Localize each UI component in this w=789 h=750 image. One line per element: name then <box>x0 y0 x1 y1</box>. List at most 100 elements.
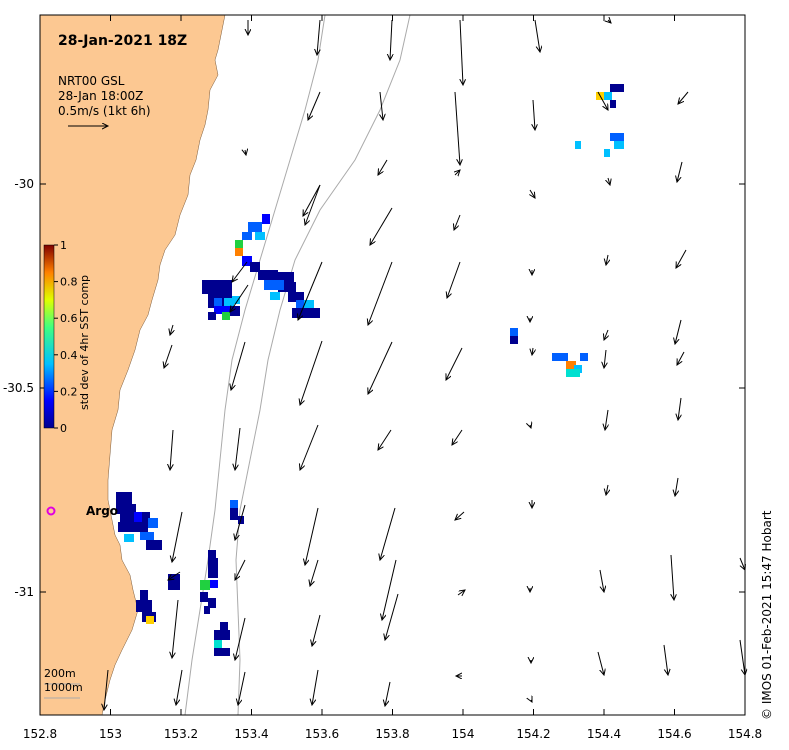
current-arrow <box>300 340 323 405</box>
current-arrow <box>675 477 678 496</box>
sst-pixel <box>208 550 216 558</box>
current-arrow <box>446 347 463 380</box>
colorbar-ticks: 0 0.2 0.4 0.6 0.8 1 <box>54 239 78 435</box>
sst-pixel <box>242 256 252 266</box>
sst-pixel <box>214 630 230 640</box>
current-arrow <box>238 671 246 705</box>
bathy-label-1000: 1000m <box>44 681 83 694</box>
current-arrow <box>172 599 179 658</box>
current-arrow <box>380 507 396 560</box>
sst-pixel <box>270 292 280 300</box>
current-arrow <box>604 329 608 340</box>
sst-pixel <box>146 616 154 624</box>
current-arrow <box>455 511 465 520</box>
sst-pixel <box>264 280 284 290</box>
sst-pixel <box>116 504 136 514</box>
sst-pixel <box>510 336 518 344</box>
current-arrow <box>170 324 173 335</box>
sst-pixel <box>566 369 580 377</box>
current-arrow <box>230 284 249 312</box>
current-arrow <box>312 669 319 705</box>
sst-pixel <box>202 280 232 294</box>
bathy-label-200: 200m <box>44 667 76 680</box>
sst-pixel <box>230 500 238 508</box>
sst-pixel <box>208 598 216 608</box>
sst-pixel <box>235 240 243 248</box>
sst-pixel <box>604 149 610 157</box>
sst-pixel <box>214 298 222 306</box>
current-arrow <box>104 669 109 710</box>
sst-pixel <box>270 272 294 282</box>
current-arrow <box>303 184 321 216</box>
current-arrow <box>235 559 246 580</box>
sst-pixel <box>224 298 234 306</box>
current-arrow <box>606 484 608 495</box>
sst-pixel <box>292 308 320 318</box>
sst-pixel <box>614 141 624 149</box>
legend-line: NRT00 GSL <box>58 74 125 88</box>
current-arrow <box>172 511 183 562</box>
current-arrow <box>385 593 399 640</box>
sst-pixel <box>552 353 568 361</box>
y-tick-label: -31 <box>14 585 34 599</box>
x-tick-label: 154.2 <box>516 727 550 741</box>
sst-pixel <box>146 540 162 550</box>
argo-marker <box>46 506 56 516</box>
sst-pixel <box>610 133 624 141</box>
current-arrow <box>168 571 181 580</box>
current-arrow <box>604 349 606 368</box>
sst-pixel <box>278 282 296 292</box>
current-arrow <box>380 91 383 120</box>
current-arrow <box>533 99 535 130</box>
current-arrow <box>305 184 321 225</box>
sst-pixel <box>148 518 158 528</box>
current-arrow <box>385 681 391 706</box>
current-arrow <box>454 214 461 230</box>
sst-pixel <box>258 270 278 280</box>
current-arrow <box>298 261 323 320</box>
argo-label: Argo <box>86 504 119 518</box>
current-arrow <box>300 424 319 470</box>
y-tick-label: -30.5 <box>3 381 34 395</box>
current-arrow <box>452 429 463 445</box>
current-arrow <box>663 644 668 675</box>
current-arrow <box>676 249 687 268</box>
current-arrow <box>368 261 393 325</box>
colorbar-tick-label: 0.6 <box>60 312 78 325</box>
current-arrow <box>308 91 321 120</box>
bathymetry-legend: 200m 1000m <box>44 667 83 695</box>
current-arrow <box>605 409 608 430</box>
x-tick-label: 154.8 <box>728 727 762 741</box>
credit-text: © IMOS 01-Feb-2021 15:47 Hobart <box>760 510 774 720</box>
sst-pixel <box>200 592 208 602</box>
x-tick-label: 154 <box>452 727 475 741</box>
sst-pixel <box>214 306 230 314</box>
sst-pixel <box>214 640 222 648</box>
current-arrow <box>739 639 745 675</box>
sst-pixel <box>510 328 518 336</box>
sst-pixel <box>242 232 252 240</box>
current-legend: NRT00 GSL 28-Jan 18:00Z 0.5m/s (1kt 6h) <box>58 74 151 119</box>
sst-pixel <box>214 648 230 656</box>
current-arrow <box>317 19 320 55</box>
sst-pixel <box>210 580 218 588</box>
current-arrow <box>460 19 463 85</box>
current-arrow <box>531 700 532 702</box>
x-tick-label: 153.6 <box>305 727 339 741</box>
current-arrow <box>176 669 183 705</box>
sst-pixel <box>248 222 262 232</box>
current-arrow <box>530 425 531 428</box>
current-arrow <box>378 159 388 175</box>
colorbar-tick-label: 0.4 <box>60 349 78 362</box>
sst-pixel <box>232 296 240 304</box>
sst-pixel <box>610 100 616 108</box>
legend-line: 0.5m/s (1kt 6h) <box>58 104 151 118</box>
current-arrow <box>454 91 460 165</box>
sst-pixel <box>140 532 154 540</box>
sst-pixel <box>118 522 148 532</box>
sst-pixel <box>200 580 210 590</box>
sst-pixel <box>604 92 612 100</box>
colorbar-tick-label: 1 <box>60 239 67 252</box>
x-tick-label: 153.4 <box>234 727 268 741</box>
